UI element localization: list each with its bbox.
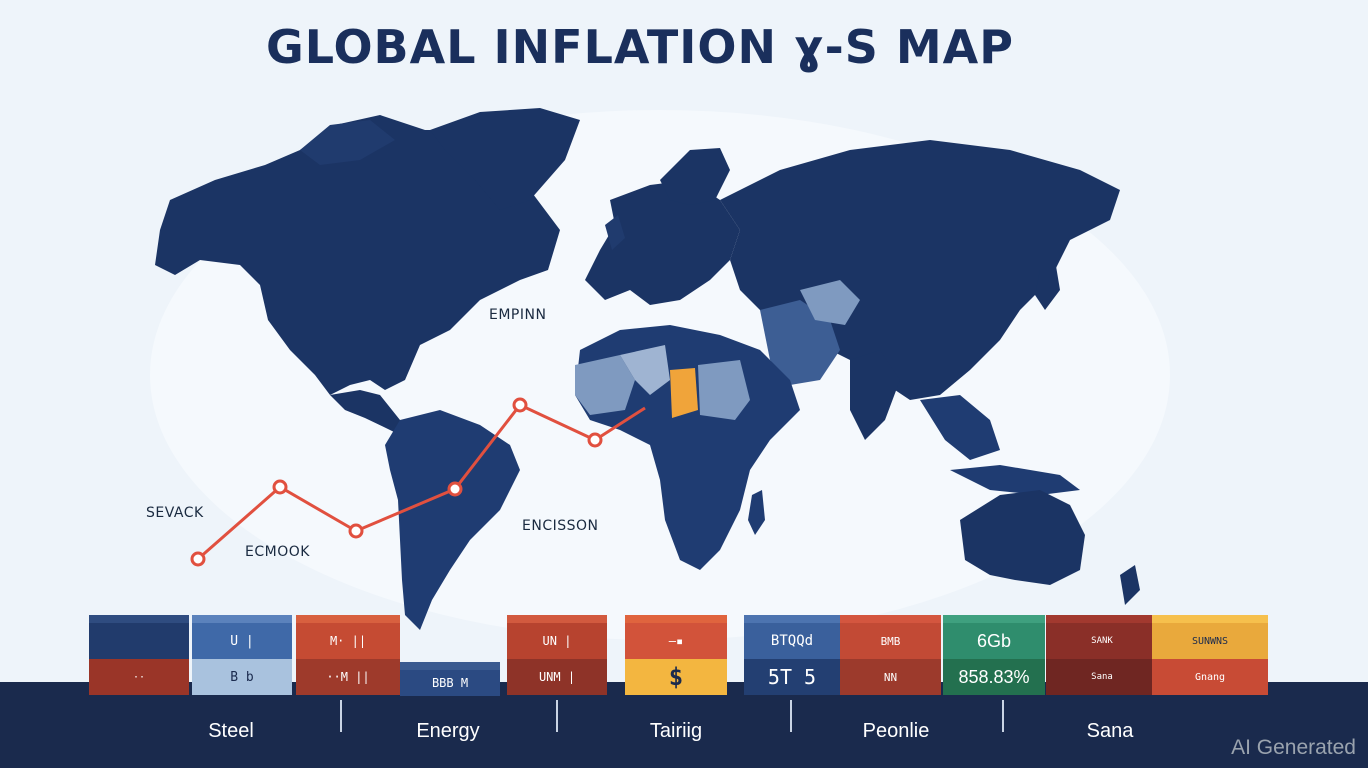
trend-point	[587, 432, 603, 448]
crate-face: U |	[192, 623, 292, 659]
crate-face: SANK	[1046, 623, 1158, 659]
west-africa-region	[575, 355, 635, 415]
trend-point	[512, 397, 528, 413]
crate-face: NN	[840, 659, 941, 695]
japan	[1035, 260, 1060, 310]
crate-stack: BMB NN	[840, 615, 941, 695]
new-zealand	[1120, 565, 1140, 605]
crate-stack: U | B b	[192, 615, 292, 695]
map-label-north-atlantic: EMPINN	[489, 307, 547, 323]
sahel-region	[620, 345, 670, 395]
crate-face: SUNWNS	[1152, 623, 1268, 659]
sudan-region	[698, 360, 750, 420]
watermark: AI Generated	[1231, 736, 1356, 759]
map-label-south-atlantic: ENCISSON	[522, 518, 599, 534]
chad-highlight	[670, 368, 698, 418]
category-label: Peonlie	[862, 720, 930, 742]
north-america	[155, 115, 560, 395]
crate-face	[89, 623, 189, 659]
indonesia	[950, 465, 1080, 495]
divider	[790, 700, 792, 732]
crate-top	[89, 615, 189, 623]
crate-top	[1046, 615, 1158, 623]
trend-point	[272, 479, 288, 495]
crate-face: BTQQd	[744, 623, 840, 659]
crate-face: Gnang	[1152, 659, 1268, 695]
crate-top	[625, 615, 727, 623]
europe	[585, 180, 740, 305]
crate-face: 6Gb	[943, 623, 1045, 659]
category-label: Tairiig	[649, 720, 703, 742]
crate-stack: ··	[89, 615, 189, 695]
bottom-bar	[0, 682, 1368, 768]
trend-point	[447, 481, 463, 497]
category-label: Energy	[416, 720, 480, 742]
uk	[605, 215, 625, 250]
crate-face: BBB M	[400, 670, 500, 696]
crate-top	[296, 615, 400, 623]
crate-face: 858.83%	[943, 659, 1045, 695]
category-label: Steel	[208, 720, 254, 742]
map-label-west-ocean: SEVACK	[146, 505, 204, 521]
crate-stack: 6Gb 858.83%	[943, 615, 1045, 695]
southeast-asia	[920, 395, 1000, 460]
crate-top	[400, 662, 500, 670]
crate-stack: BTQQd 5T 5	[744, 615, 840, 695]
india	[850, 350, 900, 440]
crate-face: UN |	[507, 623, 607, 659]
crate-stack: SANK Sana	[1046, 615, 1158, 695]
central-asia	[800, 280, 860, 325]
trend-point	[190, 551, 206, 567]
australia	[960, 490, 1085, 585]
map-label-south-west: ECMOOK	[245, 544, 310, 560]
crate-stack: —▪ $	[625, 615, 727, 695]
greenland	[430, 108, 580, 210]
dollar-sign-icon: $	[625, 659, 727, 695]
crate-stack: UN | UNM |	[507, 615, 607, 695]
crate-face: 5T 5	[744, 659, 840, 695]
middle-east	[760, 300, 840, 385]
divider	[556, 700, 558, 732]
crate-face: ··M ||	[296, 659, 400, 695]
crate-top	[744, 615, 840, 623]
madagascar	[748, 490, 765, 535]
page-title: GLOBAL INFLATION ɣ-S MAP	[266, 20, 1014, 74]
crate-stack: SUNWNS Gnang	[1152, 615, 1268, 695]
crate-top	[840, 615, 941, 623]
category-label: Sana	[1086, 720, 1134, 742]
crate-face: Sana	[1046, 659, 1158, 695]
crate-top	[192, 615, 292, 623]
trend-point	[348, 523, 364, 539]
crate-face: BMB	[840, 623, 941, 659]
crate-face: M· ||	[296, 623, 400, 659]
crate-top	[507, 615, 607, 623]
crate-face: —▪	[625, 623, 727, 659]
crate-face: ··	[89, 659, 189, 695]
divider	[1002, 700, 1004, 732]
scandinavia	[660, 148, 730, 205]
crate-face: UNM |	[507, 659, 607, 695]
crate-face: B b	[192, 659, 292, 695]
crate-stack: M· || ··M ||	[296, 615, 400, 695]
divider	[340, 700, 342, 732]
arctic-islands	[300, 120, 395, 165]
crate-top	[943, 615, 1045, 623]
crate-top	[1152, 615, 1268, 623]
crate-stack: BBB M	[400, 662, 500, 696]
south-america	[385, 410, 520, 630]
